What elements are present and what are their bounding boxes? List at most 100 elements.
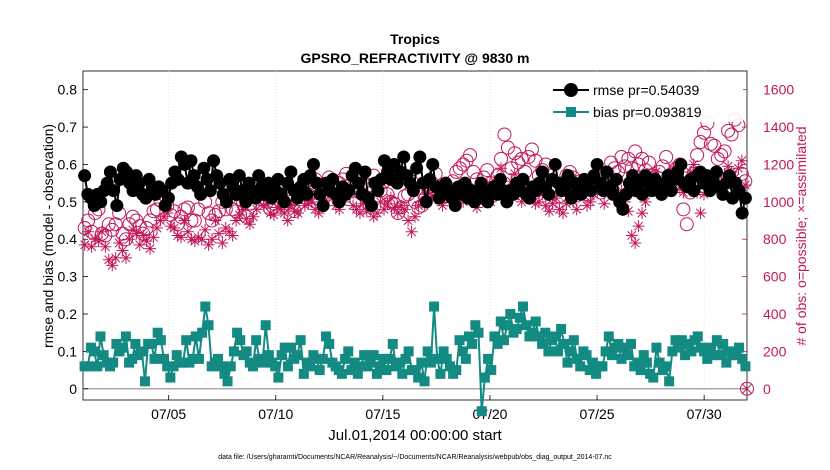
x-axis-label: Jul.01,2014 00:00:00 start <box>328 427 502 444</box>
assimilated-point <box>226 229 239 242</box>
bias-point <box>711 335 722 346</box>
rmse-point <box>232 169 246 183</box>
assimilated-point <box>532 195 545 208</box>
y-right-tick-label: 1400 <box>763 119 794 135</box>
bias-point <box>136 346 147 357</box>
bias-point <box>435 368 446 379</box>
assimilated-point <box>409 210 421 223</box>
bias-point <box>518 301 529 312</box>
assimilated-point <box>302 197 315 210</box>
possible-point <box>456 157 471 172</box>
y-axis-right: 0 200 400 600 800 1000 1200 1400 1600 <box>742 82 794 397</box>
possible-point <box>635 151 650 166</box>
rmse-point <box>252 169 266 183</box>
assimilated-point <box>150 222 163 235</box>
bias-point <box>89 346 100 357</box>
rmse-point <box>493 172 507 186</box>
bias-point <box>355 361 366 372</box>
bias-point <box>699 346 710 357</box>
possible-point <box>521 149 536 164</box>
assimilated-point <box>684 165 697 178</box>
rmse-point <box>103 165 117 179</box>
bias-point <box>139 376 150 387</box>
y-right-tick-label: 800 <box>763 231 787 247</box>
possible-point <box>125 209 140 224</box>
assimilated-point <box>137 229 150 242</box>
assimilated-point <box>106 259 119 272</box>
bias-point <box>476 406 487 417</box>
possible-point <box>287 204 302 219</box>
rmse-point <box>284 165 298 179</box>
bias-point <box>305 361 316 372</box>
bias-point <box>108 357 119 368</box>
possible-point <box>679 217 694 232</box>
assimilated-point <box>185 233 198 246</box>
possible-point <box>676 202 691 217</box>
bias-point <box>241 346 252 357</box>
x-tick-label: 07/30 <box>687 406 722 422</box>
assimilated-point <box>181 225 194 238</box>
bias-point <box>460 353 471 364</box>
assimilated-point <box>257 199 270 212</box>
legend-rmse-label: rmse pr=0.54039 <box>593 82 699 98</box>
bias-point <box>635 365 646 376</box>
assimilated-point <box>161 207 174 220</box>
assimilated-point <box>697 188 710 201</box>
rmse-point <box>203 184 217 198</box>
bias-point <box>638 350 649 361</box>
bias-point <box>149 353 160 364</box>
bias-point <box>540 327 551 338</box>
assimilated-point <box>378 203 391 216</box>
assimilated-point <box>99 240 112 253</box>
rmse-point <box>406 184 420 198</box>
assimilated-point <box>212 227 225 240</box>
rmse-point <box>542 187 556 201</box>
bias-point <box>257 357 268 368</box>
possible-point <box>177 202 192 217</box>
assimilated-point <box>195 233 208 246</box>
bias-point <box>708 350 719 361</box>
assimilated-point <box>216 236 229 249</box>
assimilated-point <box>353 207 366 220</box>
bias-point <box>197 327 208 338</box>
bias-point <box>606 350 617 361</box>
y-right-tick-label: 1600 <box>763 82 794 98</box>
assimilated-point <box>694 207 707 220</box>
y-tick-label: 0.6 <box>58 156 78 172</box>
bias-point <box>613 338 624 349</box>
rmse-point <box>316 199 330 213</box>
bias-point <box>673 342 684 353</box>
bias-point <box>660 361 671 372</box>
assimilated-point <box>164 220 177 233</box>
bias-point <box>232 327 243 338</box>
bias-point <box>127 353 138 364</box>
assimilated-point <box>405 225 418 238</box>
bias-point <box>219 368 230 379</box>
possible-point <box>703 136 718 151</box>
assimilated-point <box>543 205 556 218</box>
rmse-point <box>390 176 404 190</box>
assimilated-point <box>89 233 102 246</box>
assimilated-point <box>209 214 222 227</box>
bias-point <box>530 316 541 327</box>
assimilated-point <box>102 253 115 266</box>
bias-point <box>575 361 586 372</box>
y-right-tick-label: 1200 <box>763 156 794 172</box>
assimilated-point <box>632 220 645 233</box>
bias-point <box>95 331 106 342</box>
assimilated-point <box>278 207 291 220</box>
bias-point <box>626 338 637 349</box>
bias-point <box>413 372 424 383</box>
assimilated-point <box>240 212 253 225</box>
rmse-point <box>709 165 723 179</box>
bias-point <box>473 327 484 338</box>
bias-point <box>441 353 452 364</box>
rmse-point <box>474 176 488 190</box>
y-tick-label: 0.4 <box>58 231 78 247</box>
bias-point <box>384 353 395 364</box>
bias-point <box>263 350 274 361</box>
possible-point <box>717 144 732 159</box>
bias-point <box>505 309 516 320</box>
bias-point <box>260 320 271 331</box>
bias-point <box>562 357 573 368</box>
